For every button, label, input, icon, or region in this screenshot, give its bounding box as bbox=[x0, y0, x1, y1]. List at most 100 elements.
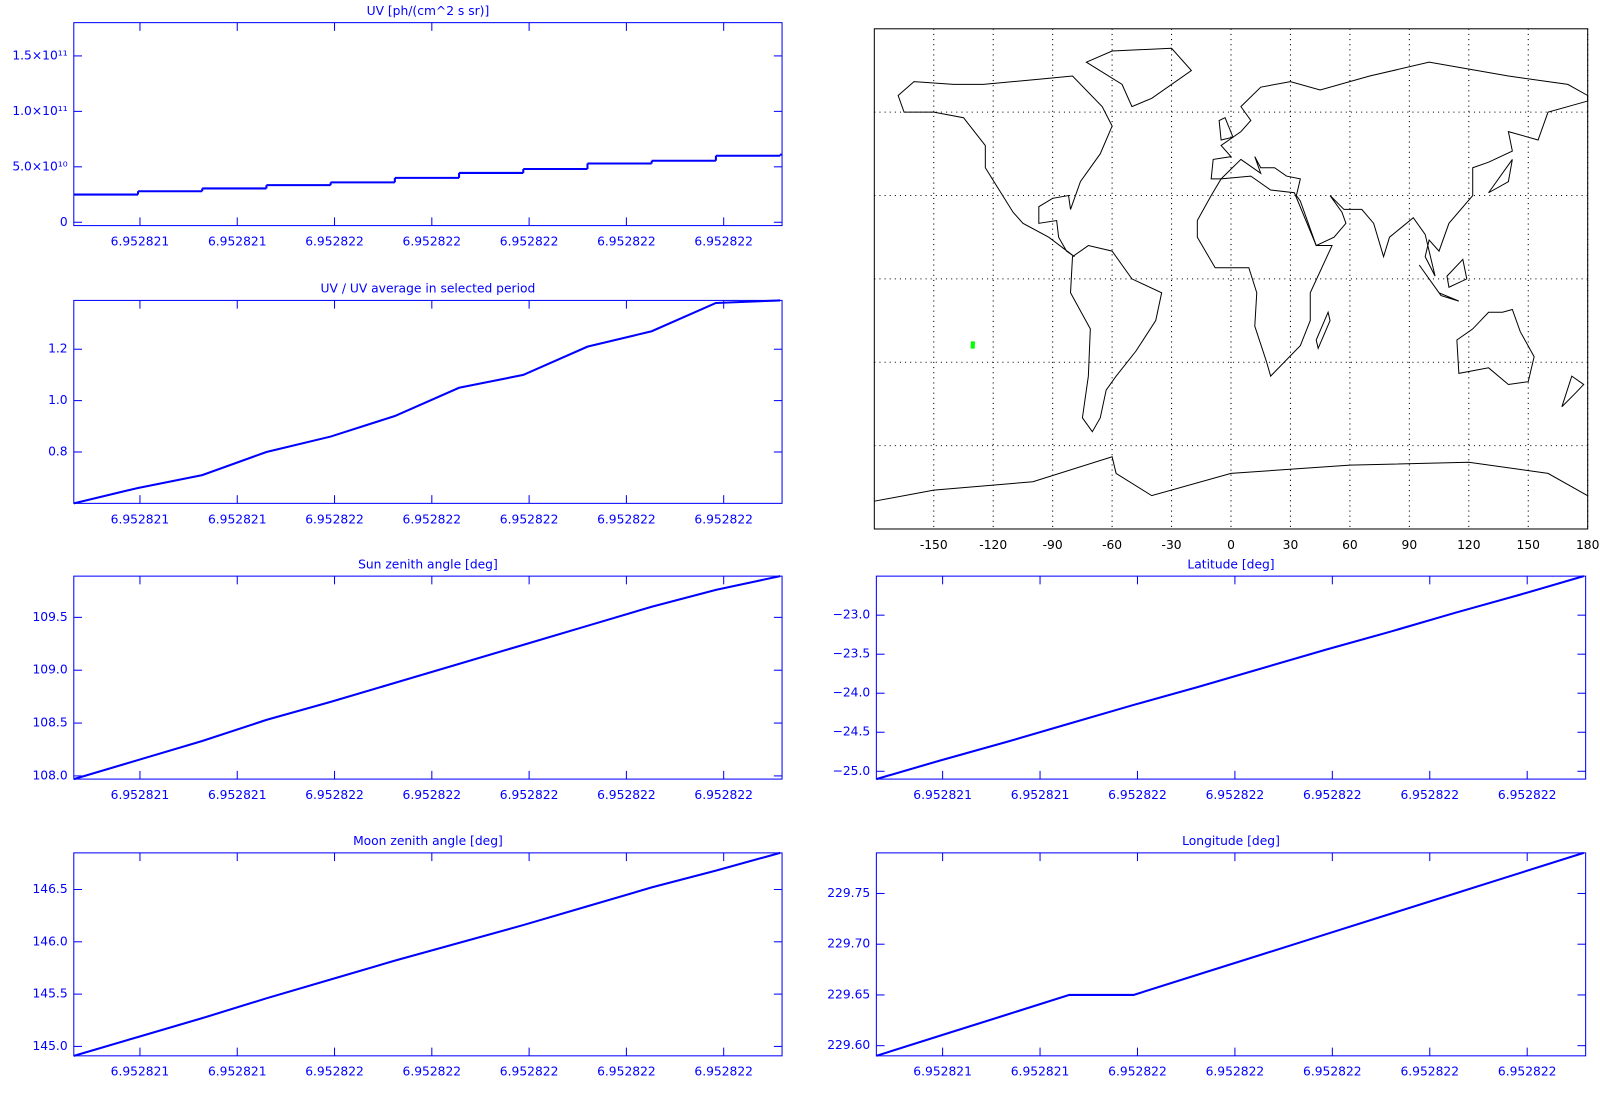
x-tick-label: 180 bbox=[1576, 538, 1599, 552]
x-tick-label: 6.952822 bbox=[597, 234, 656, 248]
y-tick-label: 146.5 bbox=[32, 882, 67, 896]
x-tick-label: -30 bbox=[1162, 538, 1182, 552]
x-tick-label: 150 bbox=[1517, 538, 1540, 552]
plot-title: Latitude [deg] bbox=[1187, 557, 1274, 571]
coastlines bbox=[874, 48, 1587, 501]
x-tick-label: 6.952822 bbox=[1108, 788, 1167, 802]
x-tick-label: 6.952822 bbox=[597, 1065, 656, 1079]
plot-title: UV / UV average in selected period bbox=[321, 282, 536, 296]
plot-frame bbox=[73, 575, 783, 780]
y-tick-label: 229.70 bbox=[827, 937, 870, 951]
y-tick-label: 146.0 bbox=[32, 934, 67, 948]
x-tick-label: 6.952822 bbox=[403, 1065, 462, 1079]
x-tick-label: -120 bbox=[979, 538, 1007, 552]
x-tick-label: 6.952821 bbox=[111, 234, 170, 248]
x-tick-label: 6.952822 bbox=[694, 788, 753, 802]
coastline bbox=[1086, 48, 1191, 106]
x-tick-label: 6.952822 bbox=[403, 512, 462, 526]
x-tick-label: 6.952822 bbox=[1108, 1065, 1167, 1079]
plot-frame bbox=[73, 852, 783, 1057]
x-tick-label: 6.952821 bbox=[1011, 788, 1070, 802]
x-tick-label: 6.952822 bbox=[597, 788, 656, 802]
data-line bbox=[73, 851, 781, 1057]
x-tick-label: 6.952822 bbox=[1498, 788, 1557, 802]
plot-frame bbox=[73, 22, 783, 227]
y-tick-label: 108.5 bbox=[32, 716, 67, 730]
x-tick-label: 6.952821 bbox=[111, 1065, 170, 1079]
y-tick-label: 0 bbox=[60, 215, 68, 229]
x-tick-label: 30 bbox=[1283, 538, 1299, 552]
y-tick-label: 1.0 bbox=[48, 393, 68, 407]
y-tick-label: 1.2 bbox=[48, 342, 68, 356]
y-tick-label: −23.5 bbox=[833, 647, 871, 661]
plot-frame bbox=[875, 852, 1587, 1057]
x-tick-label: 6.952822 bbox=[1498, 1065, 1557, 1079]
x-tick-label: 120 bbox=[1457, 538, 1480, 552]
coastline bbox=[898, 76, 1112, 257]
coastline bbox=[1489, 159, 1513, 192]
data-line bbox=[73, 299, 781, 505]
y-tick-label: 1.0×10¹¹ bbox=[12, 104, 67, 118]
x-tick-label: 6.952821 bbox=[208, 512, 267, 526]
y-tick-label: −24.5 bbox=[833, 725, 871, 739]
x-tick-label: 6.952822 bbox=[597, 512, 656, 526]
x-tick-label: 6.952822 bbox=[694, 1065, 753, 1079]
coastline bbox=[1562, 376, 1584, 407]
x-tick-label: 6.952822 bbox=[403, 788, 462, 802]
y-tick-label: 1.5×10¹¹ bbox=[12, 48, 67, 62]
y-tick-label: 229.60 bbox=[827, 1038, 870, 1052]
x-tick-label: 6.952821 bbox=[111, 788, 170, 802]
x-tick-label: -150 bbox=[920, 538, 948, 552]
plot-title: Moon zenith angle [deg] bbox=[353, 834, 503, 848]
plot-frame bbox=[73, 299, 783, 504]
y-tick-label: 0.8 bbox=[48, 444, 68, 458]
coastline bbox=[1211, 62, 1587, 276]
x-tick-label: 6.952821 bbox=[208, 788, 267, 802]
x-tick-label: 6.952822 bbox=[694, 512, 753, 526]
coastline bbox=[1316, 312, 1330, 348]
y-tick-label: −23.0 bbox=[833, 608, 871, 622]
x-tick-label: 6.952822 bbox=[1400, 1065, 1459, 1079]
plot-frame bbox=[875, 575, 1587, 780]
y-tick-label: 229.75 bbox=[827, 886, 870, 900]
x-tick-label: 6.952822 bbox=[500, 788, 559, 802]
coastline bbox=[1447, 259, 1467, 287]
y-tick-label: −25.0 bbox=[833, 764, 871, 778]
x-tick-label: 6.952822 bbox=[500, 234, 559, 248]
x-tick-label: 6.952822 bbox=[694, 234, 753, 248]
plot-title: Sun zenith angle [deg] bbox=[358, 557, 498, 571]
coastline bbox=[1457, 309, 1534, 384]
x-tick-label: 6.952822 bbox=[1303, 1065, 1362, 1079]
x-tick-label: 6.952822 bbox=[1206, 1065, 1265, 1079]
y-tick-label: 109.0 bbox=[32, 663, 67, 677]
coastline bbox=[1071, 246, 1162, 432]
x-tick-label: 6.952822 bbox=[500, 512, 559, 526]
x-tick-label: 6.952821 bbox=[111, 512, 170, 526]
x-tick-label: -90 bbox=[1043, 538, 1063, 552]
x-tick-label: 6.952822 bbox=[1206, 788, 1265, 802]
y-tick-label: 5.0×10¹⁰ bbox=[12, 159, 67, 173]
x-tick-label: 90 bbox=[1402, 538, 1418, 552]
x-tick-label: -60 bbox=[1102, 538, 1122, 552]
x-tick-label: 6.952821 bbox=[913, 788, 972, 802]
x-tick-label: 6.952822 bbox=[1303, 788, 1362, 802]
x-tick-label: 6.952822 bbox=[305, 788, 364, 802]
x-tick-label: 0 bbox=[1227, 538, 1235, 552]
x-tick-label: 6.952821 bbox=[208, 1065, 267, 1079]
coastline bbox=[1197, 176, 1332, 376]
y-tick-label: −24.0 bbox=[833, 686, 871, 700]
x-tick-label: 6.952821 bbox=[208, 234, 267, 248]
y-tick-label: 229.65 bbox=[827, 987, 870, 1001]
x-tick-label: 6.952822 bbox=[500, 1065, 559, 1079]
x-tick-label: 6.952821 bbox=[913, 1065, 972, 1079]
coastline bbox=[1219, 118, 1233, 140]
y-tick-label: 108.0 bbox=[32, 768, 67, 782]
x-tick-label: 6.952822 bbox=[305, 512, 364, 526]
x-tick-label: 6.952822 bbox=[305, 234, 364, 248]
coastline bbox=[1419, 265, 1459, 301]
x-tick-label: 6.952822 bbox=[305, 1065, 364, 1079]
y-tick-label: 145.0 bbox=[32, 1039, 67, 1053]
x-tick-label: 6.952822 bbox=[403, 234, 462, 248]
